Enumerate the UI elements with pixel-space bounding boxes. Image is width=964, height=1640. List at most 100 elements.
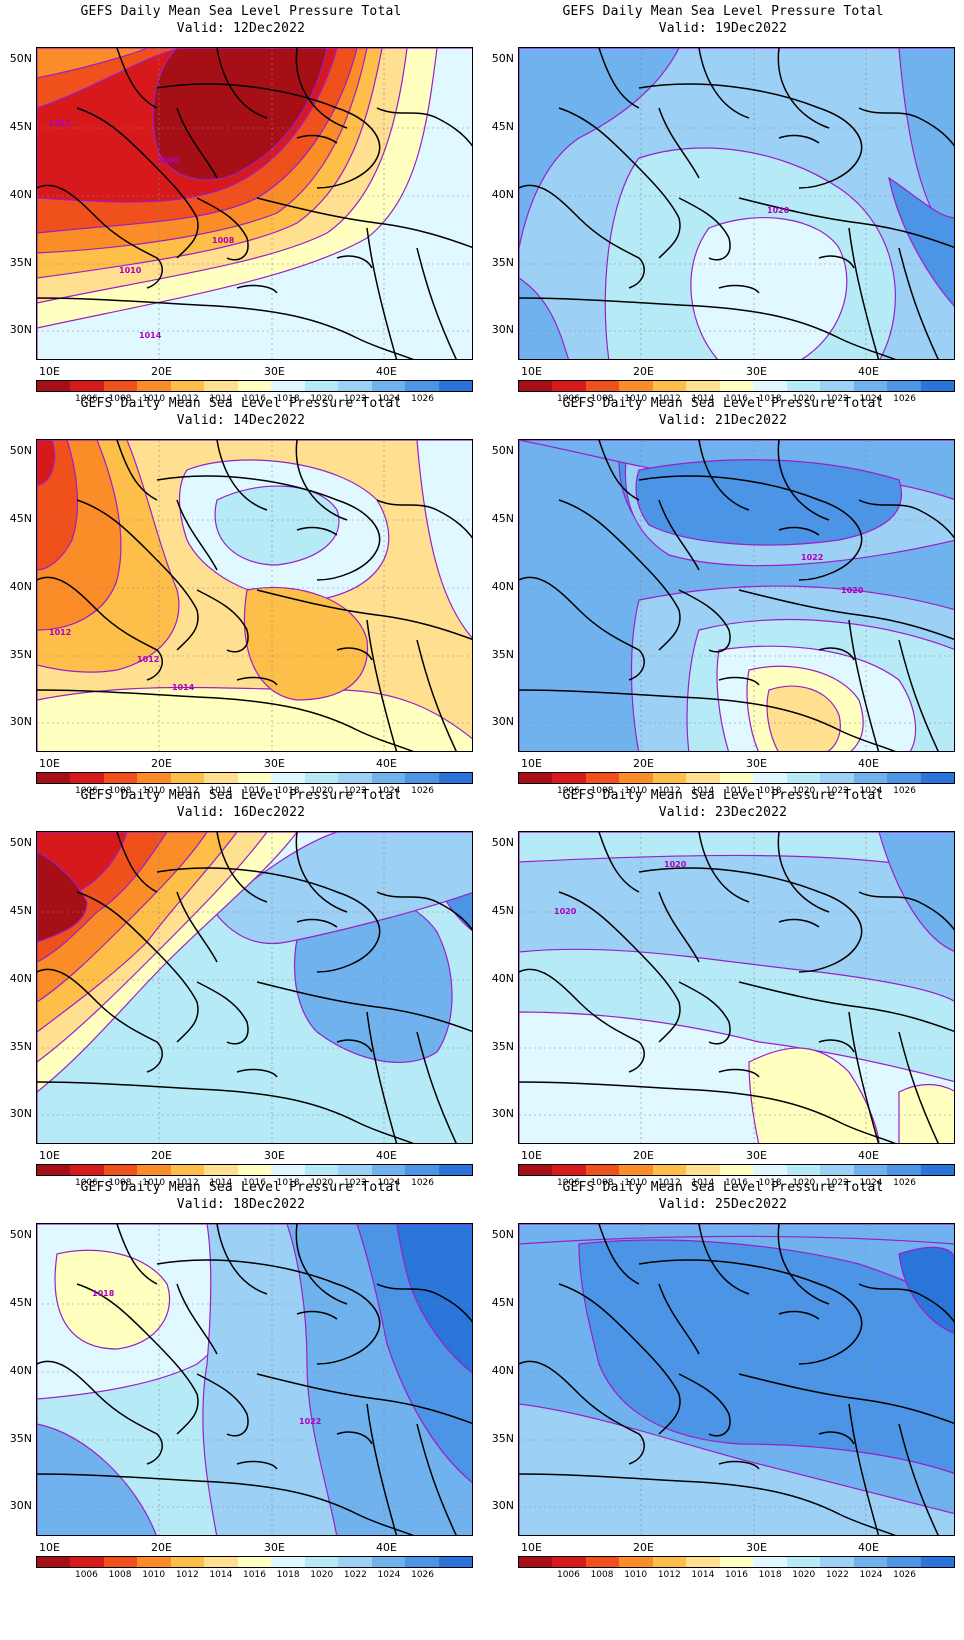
color-bar-label: 1014 <box>691 1178 715 1188</box>
color-swatch <box>70 773 104 783</box>
color-swatch <box>438 381 473 391</box>
longitude-label: 20E <box>151 1541 172 1554</box>
color-bar-label: 1018 <box>276 1178 300 1188</box>
color-swatch <box>204 1165 238 1175</box>
coastline <box>236 284 278 294</box>
color-swatch <box>820 773 854 783</box>
coastline <box>698 48 750 119</box>
color-bar-label: 1018 <box>758 1178 782 1188</box>
color-swatch <box>887 1557 921 1567</box>
pressure-band <box>37 1423 157 1535</box>
coastline <box>366 619 398 751</box>
coastline <box>598 1224 640 1285</box>
latitude-label: 40N <box>491 188 514 201</box>
color-swatch <box>619 381 653 391</box>
color-bar-label: 1016 <box>725 1178 748 1188</box>
color-swatch <box>405 381 439 391</box>
coastline <box>156 475 381 581</box>
coastline <box>558 107 681 259</box>
panel-title: GEFS Daily Mean Sea Level Pressure Total <box>80 788 402 803</box>
color-swatch <box>103 1557 138 1567</box>
coastline <box>196 981 249 1045</box>
map-canvas <box>519 1224 954 1535</box>
color-swatch <box>619 1557 653 1567</box>
coastline <box>818 1431 855 1445</box>
longitude-label: 30E <box>746 365 767 378</box>
coastline <box>718 284 760 294</box>
coastline <box>898 639 939 751</box>
latitude-label: 40N <box>9 580 32 593</box>
pressure-map: 1020 <box>518 47 955 360</box>
color-swatch <box>753 773 787 783</box>
latitude-label: 45N <box>491 512 514 525</box>
pressure-map <box>518 1223 955 1536</box>
coastline <box>698 440 750 511</box>
latitude-label: 30N <box>491 1499 514 1512</box>
coastline <box>256 981 472 1033</box>
color-swatch <box>820 381 854 391</box>
coastline <box>216 48 268 119</box>
color-bar-label: 1024 <box>377 394 401 404</box>
color-swatch <box>552 773 586 783</box>
color-swatch <box>753 1557 787 1567</box>
coastline <box>678 197 731 261</box>
color-bar-label: 1018 <box>758 786 782 796</box>
coastline <box>718 1460 760 1470</box>
map-panel: GEFS Daily Mean Sea Level Pressure Total… <box>0 784 482 1194</box>
coastline <box>848 1403 880 1535</box>
pressure-band <box>519 48 680 249</box>
pressure-band <box>888 176 954 307</box>
pressure-map: 1018 1022 <box>36 1223 473 1536</box>
color-swatch <box>170 1165 205 1175</box>
longitude-label: 40E <box>858 365 879 378</box>
coastline <box>718 676 760 686</box>
pressure-band <box>214 485 340 566</box>
latitude-label: 30N <box>9 1107 32 1120</box>
coastline <box>558 499 681 651</box>
coastline <box>196 589 249 653</box>
coastline <box>519 1081 896 1143</box>
coastline <box>558 1283 681 1435</box>
longitude-label: 20E <box>151 1149 172 1162</box>
color-bar-label: 1012 <box>175 1570 199 1580</box>
contour-label: 1010 <box>119 266 142 275</box>
color-swatch <box>204 1557 238 1567</box>
coastline <box>37 1360 163 1465</box>
color-bar-label: 1014 <box>209 1570 233 1580</box>
latitude-label: 35N <box>491 1432 514 1445</box>
map-panel: GEFS Daily Mean Sea Level Pressure Total… <box>482 392 964 802</box>
color-bar-label: 1010 <box>142 786 166 796</box>
coastline <box>37 968 163 1073</box>
color-bar-label: 1014 <box>209 1178 233 1188</box>
latitude-label: 45N <box>9 1296 32 1309</box>
coastline <box>37 184 163 289</box>
coastline <box>156 867 381 973</box>
color-swatch <box>170 381 205 391</box>
color-swatch <box>920 1557 955 1567</box>
latitude-label: 35N <box>9 648 32 661</box>
color-swatch <box>204 381 238 391</box>
latitude-label: 35N <box>491 1040 514 1053</box>
contour-label: 1014 <box>172 683 195 692</box>
color-bar-label: 1024 <box>377 1570 401 1580</box>
latitude-label: 30N <box>491 323 514 336</box>
coastline <box>698 1224 750 1295</box>
color-swatch <box>137 1165 171 1175</box>
coastline <box>156 1259 381 1365</box>
color-bar-label: 1020 <box>792 394 816 404</box>
color-swatch <box>37 1165 71 1175</box>
color-swatch <box>37 1557 71 1567</box>
color-swatch <box>137 381 171 391</box>
color-bar-label: 1026 <box>411 394 435 404</box>
color-swatch <box>686 1165 720 1175</box>
color-bar <box>36 1556 473 1568</box>
color-swatch <box>304 381 339 391</box>
contour-label: 1012 <box>49 628 71 637</box>
color-swatch <box>237 1165 272 1175</box>
coastline <box>416 639 457 751</box>
color-bar-label: 1010 <box>624 786 648 796</box>
coastline <box>376 499 472 539</box>
coastline <box>818 1039 855 1053</box>
coastline <box>638 475 863 581</box>
coastline <box>336 255 373 269</box>
